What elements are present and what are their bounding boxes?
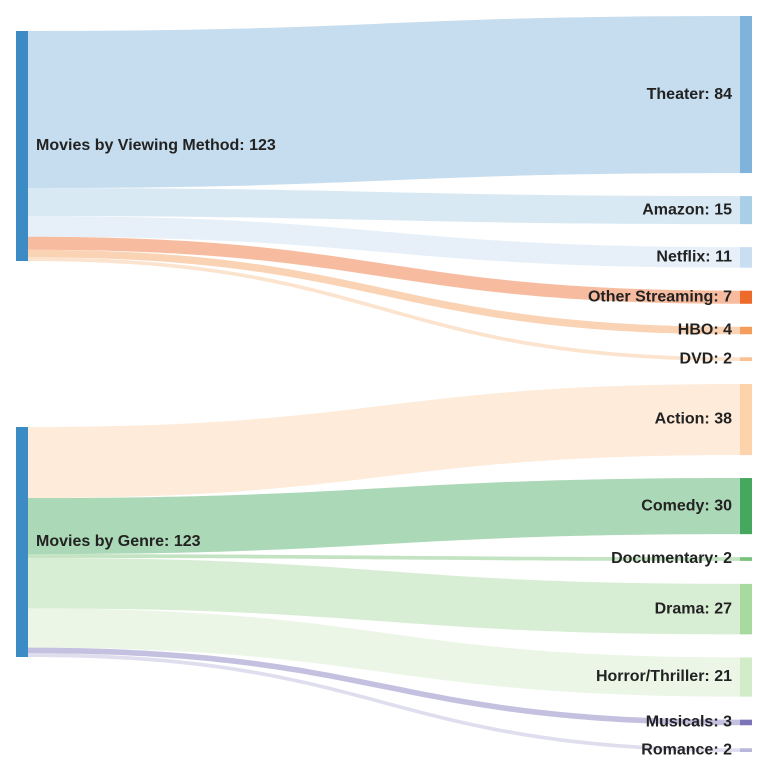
sankey-link [28, 257, 740, 361]
sankey-link [28, 384, 740, 499]
source-node [16, 427, 28, 657]
target-label: Theater: 84 [647, 86, 732, 103]
sankey-link [28, 608, 740, 697]
target-label: Drama: 27 [655, 600, 732, 617]
source-label: Movies by Viewing Method: 123 [36, 137, 276, 154]
sankey-link [28, 249, 740, 335]
target-node [740, 357, 752, 361]
target-node [740, 657, 752, 697]
target-node [740, 16, 752, 174]
target-label: Action: 38 [655, 411, 732, 428]
sankey-link [28, 216, 740, 268]
target-node [740, 719, 752, 726]
target-node [740, 748, 752, 752]
target-label: Other Streaming: 7 [588, 288, 732, 305]
target-label: HBO: 4 [678, 322, 732, 339]
target-node [740, 196, 752, 225]
sankey-link [28, 557, 740, 635]
sankey-link [28, 16, 740, 189]
target-label: Documentary: 2 [611, 550, 732, 567]
target-label: Netflix: 11 [656, 249, 732, 266]
target-label: Horror/Thriller: 21 [596, 668, 732, 685]
source-label: Movies by Genre: 123 [36, 533, 201, 550]
sankey-link [28, 188, 740, 225]
target-label: Comedy: 30 [641, 497, 732, 514]
sankey-link [28, 554, 740, 561]
sankey-link [28, 478, 740, 555]
target-label: Romance: 2 [641, 741, 732, 758]
sankey-link [28, 653, 740, 752]
target-node [740, 557, 752, 561]
sankey-link [28, 647, 740, 726]
sankey-link [28, 236, 740, 304]
target-node [740, 384, 752, 456]
target-label: DVD: 2 [680, 350, 733, 367]
target-node [740, 290, 752, 304]
source-node [16, 31, 28, 261]
target-node [740, 247, 752, 268]
target-node [740, 583, 752, 635]
target-label: Amazon: 15 [642, 201, 732, 218]
target-node [740, 478, 752, 535]
target-node [740, 326, 752, 335]
target-label: Musicals: 3 [646, 714, 732, 731]
